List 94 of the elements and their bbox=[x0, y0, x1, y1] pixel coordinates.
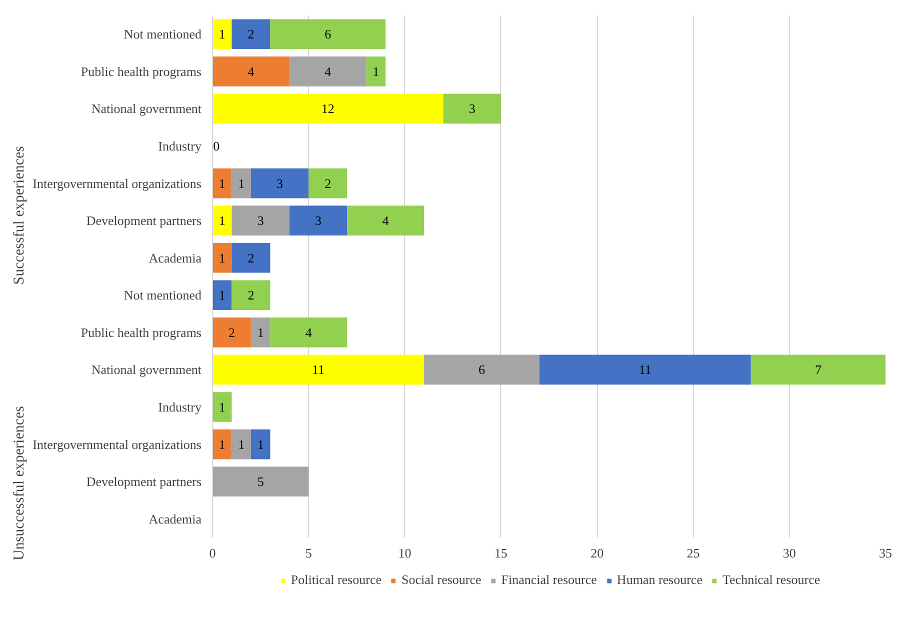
data-label: 2 bbox=[248, 288, 254, 303]
text: Unsuccessful experiences bbox=[12, 406, 28, 560]
bar bbox=[212, 56, 290, 86]
y-tick-label: Public health programs bbox=[80, 64, 202, 79]
bar bbox=[250, 168, 309, 198]
bar bbox=[232, 168, 251, 198]
data-label: 1 bbox=[218, 26, 226, 42]
data-label: 1 bbox=[238, 436, 245, 452]
y-tick-label: National government bbox=[91, 101, 202, 116]
bar bbox=[270, 318, 348, 348]
data-label: 5 bbox=[257, 474, 264, 490]
data-label: 3 bbox=[276, 176, 284, 191]
bar bbox=[250, 318, 270, 348]
x-tick-label: 15 bbox=[494, 546, 508, 560]
bar bbox=[308, 168, 348, 198]
y-tick-label: Public health programs bbox=[80, 324, 202, 340]
bar bbox=[750, 354, 886, 385]
bar bbox=[212, 94, 444, 124]
legend-label: Political resource bbox=[290, 572, 382, 588]
y-tick-label: Intergovernmental organizations bbox=[32, 176, 202, 191]
y-tick-label: Not mentioned bbox=[124, 288, 202, 303]
bar bbox=[212, 242, 232, 273]
data-label: 1 bbox=[218, 250, 226, 266]
bar bbox=[289, 206, 348, 236]
y-tick-label: Not mentioned bbox=[124, 26, 202, 42]
bar bbox=[212, 168, 232, 198]
data-label: 1 bbox=[257, 436, 264, 452]
data-label: 2 bbox=[324, 176, 332, 191]
bar bbox=[270, 19, 386, 50]
x-tick-label: 30 bbox=[782, 546, 796, 560]
data-label: 6 bbox=[478, 362, 486, 378]
bar bbox=[212, 280, 232, 310]
text: Successful experiences bbox=[12, 146, 28, 285]
data-label: 3 bbox=[468, 101, 476, 116]
x-tick-label: 25 bbox=[686, 546, 700, 560]
bar bbox=[232, 280, 270, 310]
x-tick-label: 5 bbox=[305, 546, 312, 560]
legend-label: Social resource bbox=[401, 572, 482, 588]
data-label: 1 bbox=[238, 176, 245, 191]
data-label: 4 bbox=[324, 64, 332, 79]
x-tick-label: 10 bbox=[398, 546, 412, 560]
y-tick-label: Development partners bbox=[86, 474, 202, 490]
data-label: 2 bbox=[248, 26, 254, 42]
bar bbox=[232, 242, 270, 273]
bar bbox=[366, 56, 386, 86]
data-label: 4 bbox=[248, 64, 255, 79]
data-label: 3 bbox=[315, 213, 322, 228]
data-label: 0 bbox=[213, 138, 220, 154]
data-label: 2 bbox=[248, 250, 254, 266]
y-tick-label: National government bbox=[91, 362, 202, 378]
bar bbox=[347, 206, 424, 236]
data-label: 11 bbox=[312, 362, 325, 378]
bar bbox=[232, 429, 251, 460]
y-tick-label: Academia bbox=[148, 511, 202, 526]
data-label: 4 bbox=[305, 324, 312, 340]
y-tick-label: Development partners bbox=[86, 213, 202, 228]
data-label: 2 bbox=[228, 324, 235, 340]
bar bbox=[250, 429, 270, 460]
bar bbox=[212, 206, 232, 236]
bar bbox=[212, 466, 309, 496]
y-tick-label: Industry bbox=[158, 138, 202, 154]
y-tick-label: Intergovernmental organizations bbox=[32, 436, 202, 452]
data-label: 1 bbox=[372, 64, 380, 79]
data-label: 1 bbox=[218, 213, 226, 228]
legend-label: Financial resource bbox=[501, 572, 597, 588]
bar bbox=[212, 19, 232, 50]
data-label: 3 bbox=[257, 213, 264, 228]
bar bbox=[212, 429, 232, 460]
data-label: 1 bbox=[218, 176, 226, 191]
bar bbox=[424, 354, 540, 385]
data-label: 4 bbox=[382, 213, 390, 228]
bar bbox=[289, 56, 366, 86]
bar bbox=[212, 392, 232, 422]
bar bbox=[212, 318, 251, 348]
bar bbox=[443, 94, 501, 124]
data-label: 11 bbox=[638, 362, 652, 378]
data-label: 1 bbox=[218, 400, 226, 414]
y-tick-label: Industry bbox=[158, 400, 202, 414]
data-label: 7 bbox=[814, 362, 822, 378]
x-tick-label: 20 bbox=[590, 546, 604, 560]
bar bbox=[232, 19, 270, 50]
x-tick-label: 0 bbox=[209, 546, 216, 560]
data-label: 6 bbox=[324, 26, 332, 42]
y-tick-label: Academia bbox=[148, 250, 202, 266]
data-label: 1 bbox=[218, 436, 226, 452]
data-label: 12 bbox=[321, 101, 334, 116]
data-label: 1 bbox=[257, 324, 264, 340]
bar bbox=[539, 354, 751, 385]
legend-label: Human resource bbox=[616, 572, 702, 588]
x-tick-label: 35 bbox=[879, 546, 892, 560]
data-label: 1 bbox=[218, 288, 226, 303]
bar bbox=[232, 206, 290, 236]
legend-label: Technical resource bbox=[722, 572, 820, 588]
bar bbox=[212, 354, 424, 385]
